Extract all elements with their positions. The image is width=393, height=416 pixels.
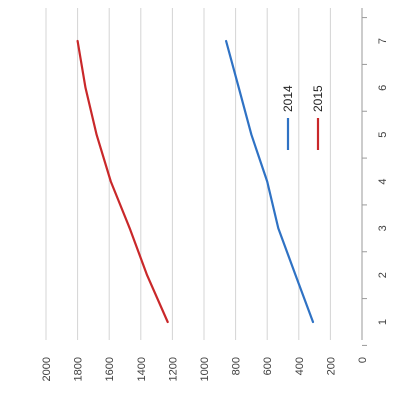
value-tick-label: 1400 [136,357,148,381]
series-line-2014 [225,39,315,324]
value-tick-label: 1000 [199,357,211,381]
category-tick-label: 1 [377,319,389,325]
category-tick-label: 7 [377,38,389,44]
value-tick-label: 0 [357,357,369,363]
value-tick-label: 400 [294,357,306,375]
series-lines [76,39,315,324]
value-tick-label: 600 [262,357,274,375]
category-tick-label: 3 [377,225,389,231]
gridlines [45,8,331,340]
value-tick-label: 1200 [167,357,179,381]
axes: 0 200 400 600 800 1000 1200 1400 1600 1800 2000 1 2 3… [41,8,389,381]
plot-area [30,0,372,358]
value-tick-label: 800 [231,357,243,375]
category-tick-label: 4 [377,178,389,184]
legend: 2014 2015 [281,85,325,150]
category-tick-label: 6 [377,85,389,91]
value-tick-label: 200 [325,357,337,375]
value-tick-label: 2000 [41,357,53,381]
value-tick-label: 1600 [104,357,116,381]
category-tick-label: 5 [377,132,389,138]
legend-label: 2015 [311,85,325,112]
value-tick-label: 1800 [73,357,85,381]
series-line-2015 [76,39,169,324]
category-tick-label: 2 [377,272,389,278]
legend-label: 2014 [281,85,295,112]
